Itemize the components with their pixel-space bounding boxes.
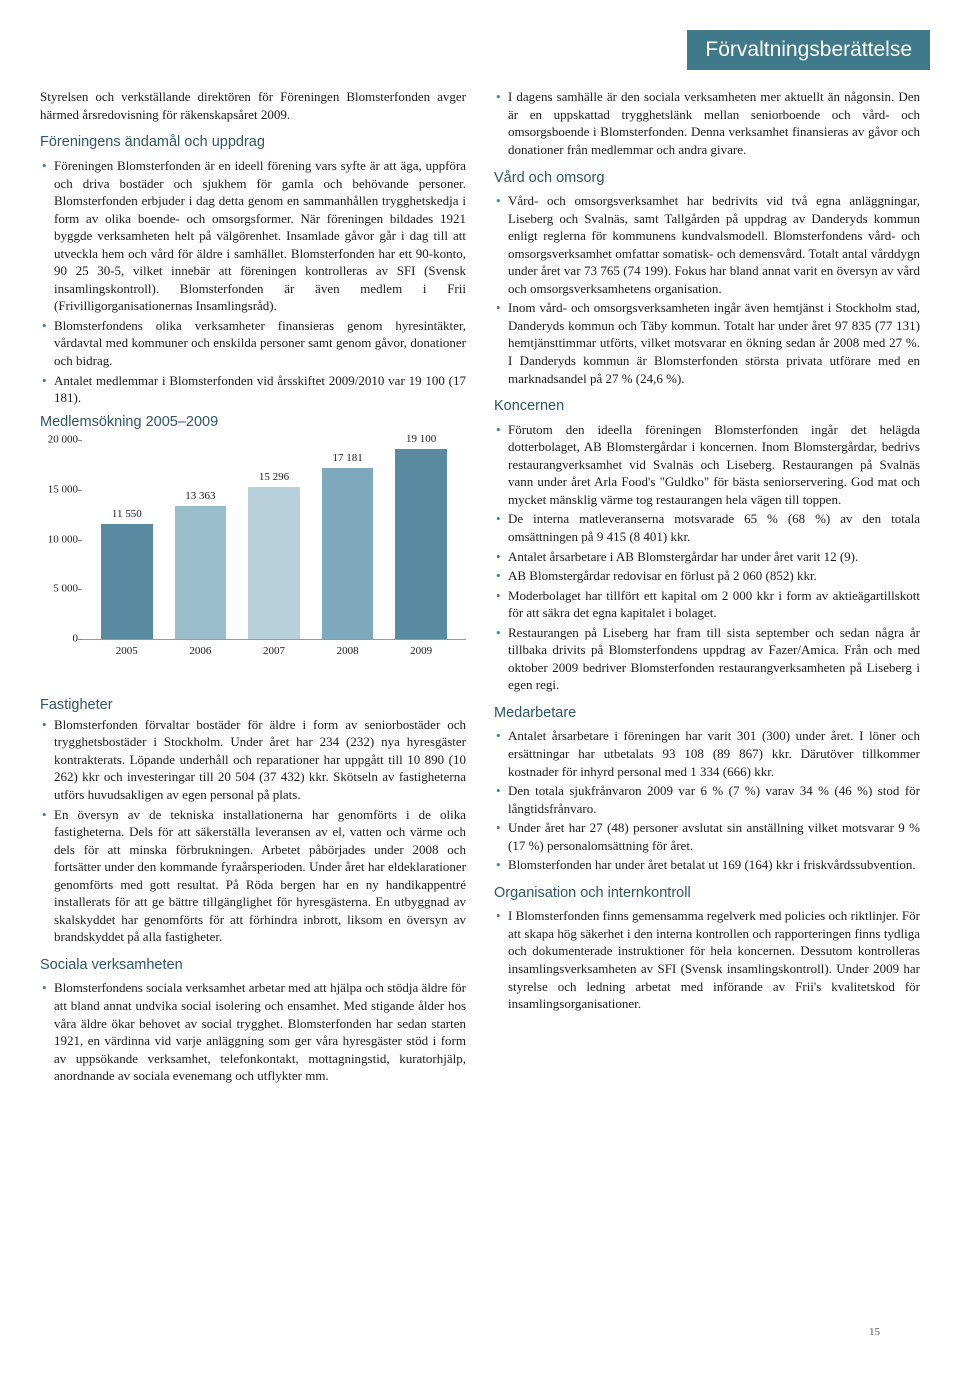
list-item: I Blomsterfonden finns gemensamma regelv…	[494, 907, 920, 1012]
list-item: AB Blomstergårdar redovisar en förlust p…	[494, 567, 920, 585]
list-item: Moderbolaget har tillfört ett kapital om…	[494, 587, 920, 622]
list-item: Antalet medlemmar i Blomsterfonden vid å…	[40, 372, 466, 407]
employees-list: Antalet årsarbetare i föreningen har var…	[494, 727, 920, 873]
list-item: Antalet årsarbetare i AB Blomstergårdar …	[494, 548, 920, 566]
purpose-list: Föreningen Blomsterfonden är en ideell f…	[40, 157, 466, 407]
chart-bar	[175, 506, 227, 639]
x-axis-tick-label: 2009	[384, 640, 458, 659]
list-item: Blomsterfondens sociala verksamhet arbet…	[40, 979, 466, 1084]
list-item: Blomsterfonden har under året betalat ut…	[494, 856, 920, 874]
chart-bar	[101, 524, 153, 639]
list-item: De interna matleveranserna motsvarade 65…	[494, 510, 920, 545]
section-heading-group: Koncernen	[494, 397, 920, 417]
y-axis-tick-label: 10 000	[40, 532, 78, 547]
list-item: En översyn av de tekniska installationer…	[40, 806, 466, 946]
chart-title: Medlemsökning 2005–2009	[40, 413, 466, 433]
list-item: Blomsterfonden förvaltar bostäder för äl…	[40, 716, 466, 804]
section-heading-care: Vård och omsorg	[494, 169, 920, 189]
header-band: Förvaltningsberättelse	[40, 30, 930, 70]
y-axis-tick-label: 15 000	[40, 483, 78, 498]
right-column: I dagens samhälle är den sociala verksam…	[494, 88, 920, 1090]
list-item: Restaurangen på Liseberg har fram till s…	[494, 624, 920, 694]
section-heading-purpose: Föreningens ändamål och uppdrag	[40, 133, 466, 153]
y-axis-tick-label: 5 000	[40, 582, 78, 597]
bar-value-label: 17 181	[332, 451, 362, 466]
social-list: Blomsterfondens sociala verksamhet arbet…	[40, 979, 466, 1084]
list-item: Förutom den ideella föreningen Blomsterf…	[494, 421, 920, 509]
left-column: Styrelsen och verkställande direktören f…	[40, 88, 466, 1090]
bar-value-label: 11 550	[112, 507, 142, 522]
list-item: I dagens samhälle är den sociala verksam…	[494, 88, 920, 158]
section-heading-properties: Fastigheter	[40, 696, 466, 716]
bar-value-label: 13 363	[185, 489, 215, 504]
list-item: Den totala sjukfrånvaron 2009 var 6 % (7…	[494, 782, 920, 817]
list-item: Under året har 27 (48) personer avslutat…	[494, 819, 920, 854]
org-list: I Blomsterfonden finns gemensamma regelv…	[494, 907, 920, 1012]
bar-value-label: 19 100	[406, 432, 436, 447]
properties-list: Blomsterfonden förvaltar bostäder för äl…	[40, 716, 466, 946]
chart-bar	[322, 468, 374, 639]
x-axis-tick-label: 2008	[311, 640, 385, 659]
intro-paragraph: Styrelsen och verkställande direktören f…	[40, 88, 466, 123]
y-axis-tick-label: 0	[40, 632, 78, 647]
list-item: Föreningen Blomsterfonden är en ideell f…	[40, 157, 466, 315]
chart-bar	[248, 487, 300, 639]
section-heading-employees: Medarbetare	[494, 704, 920, 724]
section-heading-org: Organisation och internkontroll	[494, 884, 920, 904]
x-axis-tick-label: 2005	[90, 640, 164, 659]
y-axis-tick-label: 20 000	[40, 433, 78, 448]
group-list: Förutom den ideella föreningen Blomsterf…	[494, 421, 920, 694]
chart-bar	[395, 449, 447, 639]
x-axis-tick-label: 2006	[164, 640, 238, 659]
two-column-layout: Styrelsen och verkställande direktören f…	[40, 88, 920, 1090]
member-growth-chart: 05 00010 00015 00020 00011 55013 36315 2…	[40, 440, 466, 690]
care-list: Vård- och omsorgsverksamhet har bedrivit…	[494, 192, 920, 387]
bar-value-label: 15 296	[259, 470, 289, 485]
right-top-list: I dagens samhälle är den sociala verksam…	[494, 88, 920, 158]
list-item: Blomsterfondens olika verksamheter finan…	[40, 317, 466, 370]
page-title: Förvaltningsberättelse	[687, 30, 930, 70]
section-heading-social: Sociala verksamheten	[40, 956, 466, 976]
page-number: 15	[869, 1325, 880, 1340]
list-item: Vård- och omsorgsverksamhet har bedrivit…	[494, 192, 920, 297]
list-item: Antalet årsarbetare i föreningen har var…	[494, 727, 920, 780]
list-item: Inom vård- och omsorgsverksamheten ingår…	[494, 299, 920, 387]
x-axis-tick-label: 2007	[237, 640, 311, 659]
